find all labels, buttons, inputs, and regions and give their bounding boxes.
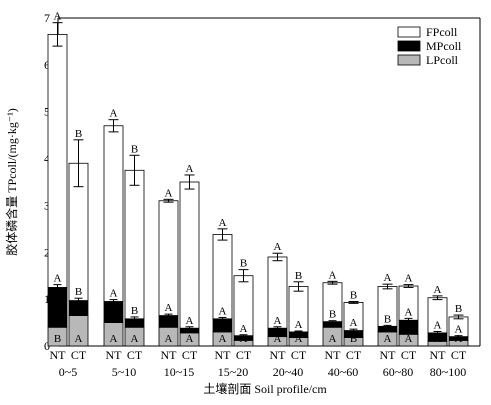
x-treatment-label: NT	[161, 348, 178, 362]
letter-mp: A	[405, 306, 413, 318]
letter-mp: A	[110, 288, 118, 300]
x-treatment-label: CT	[401, 348, 417, 362]
x-category-label: 15~20	[218, 365, 249, 379]
letter-lp: A	[384, 333, 392, 345]
letter-total: B	[131, 143, 138, 155]
letter-lp: A	[455, 333, 463, 345]
letter-lp: A	[75, 333, 83, 345]
letter-total: A	[329, 269, 337, 281]
letter-total: A	[219, 217, 227, 229]
legend-label: MPcoll	[426, 39, 462, 53]
letter-total: B	[295, 270, 302, 282]
letter-lp: B	[350, 333, 357, 345]
letter-lp: A	[434, 333, 442, 345]
letter-lp: A	[274, 333, 282, 345]
letter-mp: A	[434, 319, 442, 331]
legend-label: LPcoll	[426, 53, 459, 67]
x-treatment-label: CT	[451, 348, 467, 362]
y-axis-label: 胶体磷含量 TPcoll/(mg·kg⁻¹)	[4, 108, 19, 256]
letter-lp: A	[240, 333, 248, 345]
x-treatment-label: NT	[325, 348, 342, 362]
letter-total: A	[186, 163, 194, 175]
legend-swatch-lpcoll	[398, 55, 420, 65]
bar-mpcoll-nt	[213, 319, 232, 332]
letter-total: B	[455, 303, 462, 315]
letter-mp: B	[75, 286, 82, 298]
letter-total: B	[240, 258, 247, 270]
letter-mp: B	[131, 305, 138, 317]
legend-swatch-fpcoll	[398, 27, 420, 37]
bar-mpcoll-nt	[104, 301, 123, 322]
x-category-label: 40~60	[328, 365, 359, 379]
letter-mp: A	[186, 315, 194, 327]
letter-total: A	[54, 11, 62, 23]
x-category-label: 0~5	[59, 365, 78, 379]
letter-mp: A	[350, 317, 358, 329]
letter-mp: A	[219, 305, 227, 317]
x-treatment-label: CT	[182, 348, 198, 362]
y-tick-label: 7	[44, 11, 50, 25]
x-category-label: 60~80	[383, 365, 414, 379]
x-treatment-label: CT	[291, 348, 307, 362]
bar-fpcoll-ct	[180, 182, 199, 328]
letter-total: B	[350, 289, 357, 301]
letter-total: A	[274, 241, 282, 253]
x-category-label: 20~40	[273, 365, 304, 379]
letter-total: A	[165, 187, 173, 199]
legend-label: FPcoll	[426, 25, 458, 39]
x-treatment-label: NT	[215, 348, 232, 362]
x-treatment-label: CT	[71, 348, 87, 362]
letter-lp: A	[110, 333, 118, 345]
x-treatment-label: NT	[270, 348, 287, 362]
bar-fpcoll-nt	[48, 34, 67, 287]
letter-lp: A	[131, 333, 139, 345]
bar-fpcoll-nt	[159, 201, 178, 316]
legend-swatch-mpcoll	[398, 41, 420, 51]
letter-total: A	[434, 284, 442, 296]
x-treatment-label: NT	[380, 348, 397, 362]
letter-mp: A	[165, 302, 173, 314]
bar-fpcoll-ct	[125, 170, 144, 319]
x-category-label: 5~10	[112, 365, 137, 379]
x-treatment-label: CT	[127, 348, 143, 362]
x-axis-label: 土壤剖面 Soil profile/cm	[203, 381, 327, 396]
letter-lp: A	[165, 333, 173, 345]
letter-lp: A	[219, 333, 227, 345]
letter-lp: B	[54, 333, 61, 345]
x-treatment-label: CT	[346, 348, 362, 362]
bar-mpcoll-nt	[48, 287, 67, 327]
letter-mp: A	[54, 273, 62, 285]
x-category-label: 10~15	[164, 365, 195, 379]
letter-total: A	[110, 108, 118, 120]
letter-total: B	[75, 128, 82, 140]
x-treatment-label: NT	[106, 348, 123, 362]
x-category-label: 80~100	[430, 365, 467, 379]
x-treatment-label: CT	[236, 348, 252, 362]
letter-mp: A	[274, 315, 282, 327]
letter-mp: B	[329, 309, 336, 321]
letter-mp: B	[384, 313, 391, 325]
letter-lp: A	[405, 333, 413, 345]
x-treatment-label: NT	[50, 348, 67, 362]
letter-total: A	[405, 273, 413, 285]
letter-lp: A	[295, 333, 303, 345]
x-treatment-label: NT	[430, 348, 447, 362]
bar-mpcoll-nt	[159, 316, 178, 328]
letter-lp: A	[329, 333, 337, 345]
bar-fpcoll-nt	[104, 126, 123, 302]
letter-total: A	[384, 272, 392, 284]
letter-lp: A	[186, 333, 194, 345]
letter-mp: A	[295, 319, 303, 331]
